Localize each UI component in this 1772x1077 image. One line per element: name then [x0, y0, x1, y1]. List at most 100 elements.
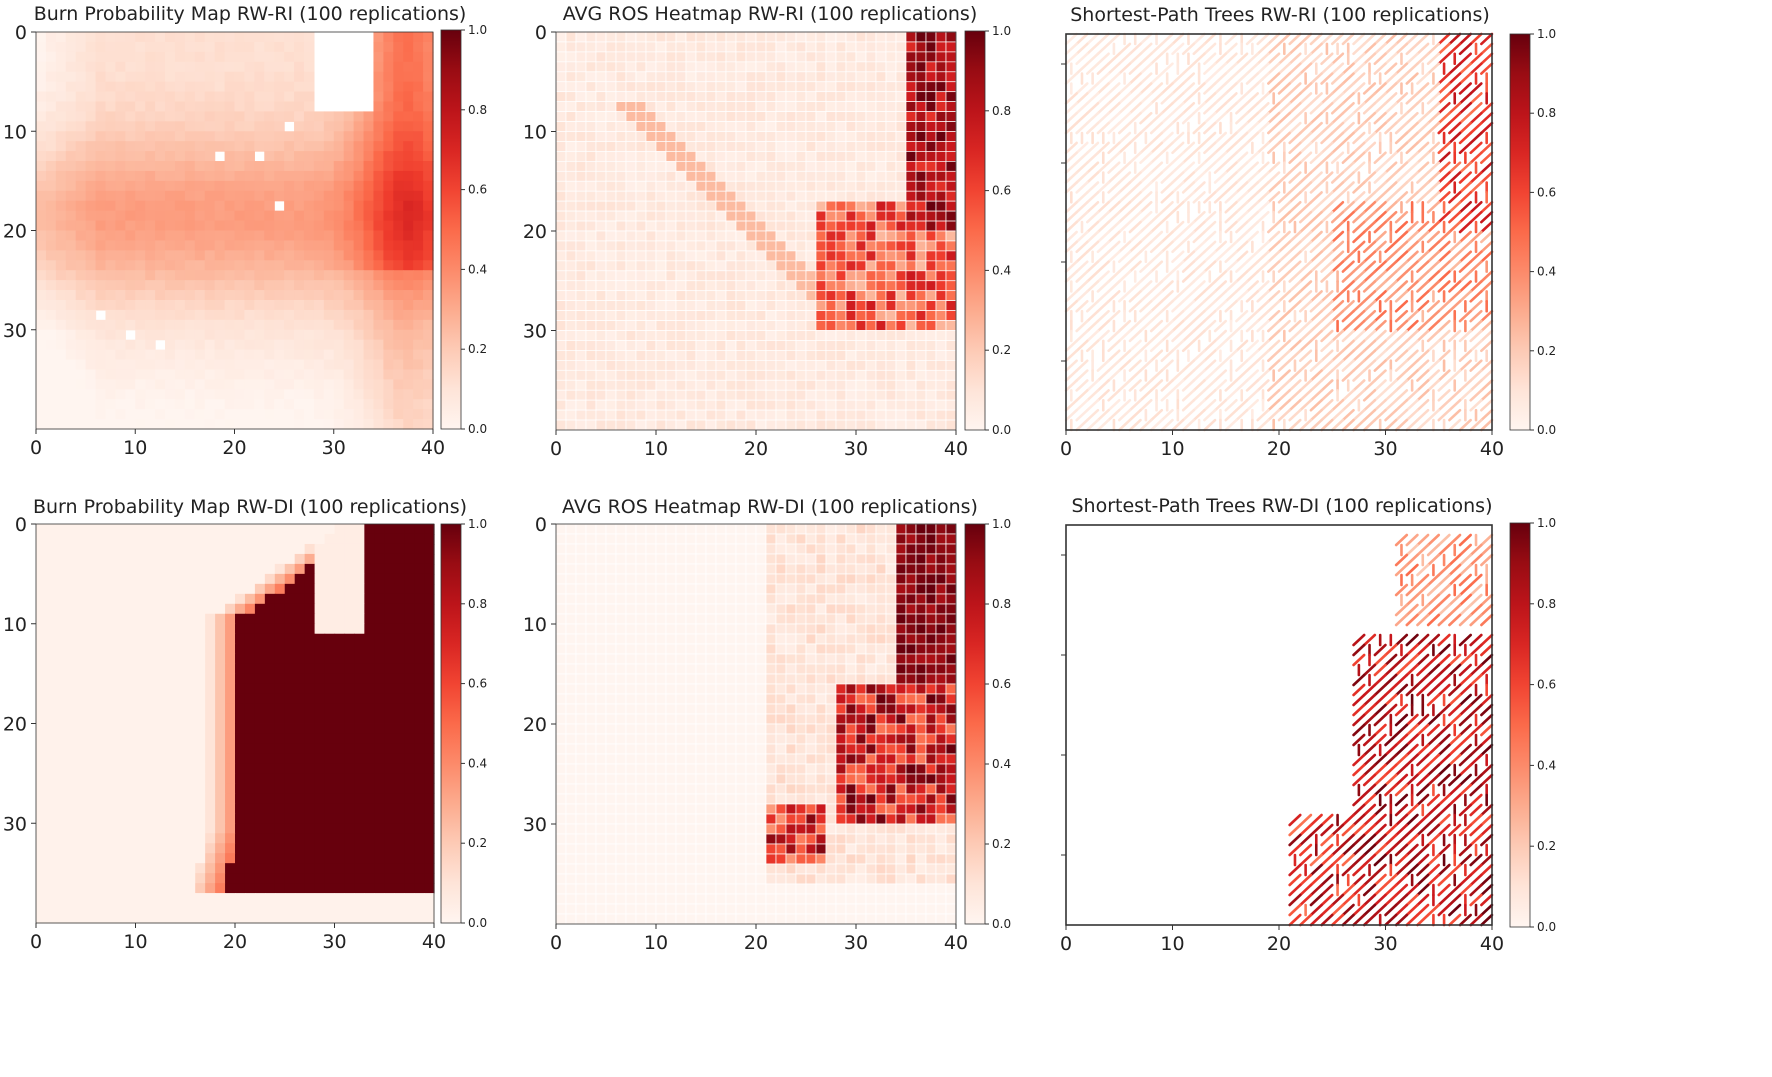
- heatmap-cell: [765, 81, 777, 93]
- path-segment: [1107, 349, 1121, 363]
- path-segment: [1086, 92, 1100, 105]
- heatmap-cell: [925, 210, 937, 222]
- heatmap-cell: [343, 200, 355, 212]
- heatmap-cell: [313, 170, 325, 182]
- x-tick-label: 0: [1060, 438, 1072, 460]
- heatmap-cell: [284, 533, 296, 545]
- heatmap-cell: [333, 369, 345, 380]
- path-segment: [1426, 369, 1441, 382]
- heatmap-cell: [184, 290, 196, 301]
- heatmap-cell: [303, 141, 315, 152]
- heatmap-cell: [665, 300, 677, 311]
- heatmap-cell: [595, 141, 607, 152]
- heatmap-cell: [363, 260, 375, 271]
- heatmap-cell: [393, 290, 404, 301]
- heatmap-cell: [214, 81, 226, 93]
- path-segment: [1394, 141, 1409, 155]
- heatmap-cell: [383, 419, 394, 430]
- heatmap-cell: [244, 290, 255, 301]
- heatmap-cell: [585, 161, 597, 172]
- heatmap-cell: [155, 309, 166, 321]
- heatmap-cell: [785, 290, 797, 302]
- heatmap-cell: [705, 419, 717, 431]
- heatmap-cell: [174, 190, 186, 202]
- heatmap-cell: [284, 379, 295, 390]
- heatmap-cell: [755, 399, 767, 411]
- heatmap-cell: [685, 190, 697, 202]
- heatmap-cell: [145, 379, 156, 390]
- heatmap-cell: [825, 51, 837, 63]
- heatmap-cell: [75, 309, 87, 321]
- heatmap-cell: [765, 71, 777, 83]
- heatmap-cell: [615, 290, 627, 302]
- path-segment: [1203, 151, 1217, 164]
- heatmap-cell: [615, 101, 627, 112]
- path-segment: [1426, 280, 1441, 293]
- heatmap-cell: [175, 533, 186, 545]
- path-segment: [1267, 131, 1281, 145]
- heatmap-cell: [36, 290, 47, 301]
- path-segment: [1064, 201, 1078, 214]
- path-segment: [1107, 230, 1121, 244]
- heatmap-cell: [303, 329, 315, 341]
- heatmap-cell: [115, 230, 126, 242]
- heatmap-cell: [575, 270, 587, 282]
- path-segment: [1277, 309, 1291, 323]
- path-segment: [1064, 290, 1078, 303]
- heatmap-cell: [685, 200, 697, 212]
- heatmap-cell: [105, 51, 117, 63]
- path-segment: [1309, 210, 1323, 224]
- heatmap-cell: [194, 230, 206, 242]
- heatmap-cell: [284, 230, 295, 242]
- path-segment: [1149, 260, 1164, 273]
- path-segment: [1341, 201, 1355, 214]
- heatmap-cell: [343, 210, 355, 222]
- path-segment: [1107, 389, 1121, 402]
- heatmap-cell: [174, 299, 186, 311]
- heatmap-cell: [585, 399, 597, 411]
- heatmap-cell: [805, 131, 817, 142]
- heatmap-cell: [685, 51, 697, 63]
- heatmap-cell: [625, 250, 637, 262]
- path-segment: [1213, 280, 1228, 293]
- heatmap-cell: [204, 151, 216, 162]
- path-segment: [1480, 250, 1494, 264]
- heatmap-cell: [795, 180, 807, 192]
- heatmap-cell: [595, 270, 607, 282]
- heatmap-cell: [575, 240, 587, 252]
- heatmap-cell: [885, 41, 897, 53]
- heatmap-cell: [605, 280, 617, 292]
- path-segment: [1149, 230, 1164, 244]
- heatmap-cell: [945, 141, 957, 152]
- path-segment: [1107, 82, 1121, 95]
- heatmap-cell: [383, 329, 394, 341]
- heatmap-cell: [403, 299, 414, 311]
- heatmap-cell: [264, 91, 275, 103]
- heatmap-cell: [423, 41, 434, 53]
- path-segment: [1192, 82, 1206, 95]
- path-segment: [1075, 62, 1089, 75]
- path-segment: [1384, 250, 1398, 264]
- path-segment: [1362, 319, 1377, 333]
- heatmap-cell: [605, 310, 617, 321]
- heatmap-cell: [655, 399, 667, 411]
- heatmap-cell: [115, 524, 127, 535]
- path-segment: [1437, 309, 1451, 323]
- path-segment: [1128, 201, 1142, 214]
- heatmap-cell: [585, 340, 597, 351]
- heatmap-cell: [264, 111, 275, 122]
- path-segment: [1160, 240, 1174, 254]
- heatmap-cell: [264, 270, 275, 281]
- path-segment: [1352, 349, 1366, 363]
- heatmap-cell: [875, 141, 887, 152]
- heatmap-cell: [825, 170, 837, 182]
- heatmap-cell: [585, 61, 597, 73]
- heatmap-cell: [565, 310, 577, 321]
- heatmap-cell: [595, 200, 607, 212]
- path-segment: [1299, 121, 1313, 135]
- heatmap-cell: [885, 270, 897, 282]
- heatmap-cell: [715, 101, 727, 112]
- heatmap-cell: [785, 161, 797, 172]
- heatmap-cell: [175, 553, 186, 565]
- heatmap-cell: [575, 121, 587, 132]
